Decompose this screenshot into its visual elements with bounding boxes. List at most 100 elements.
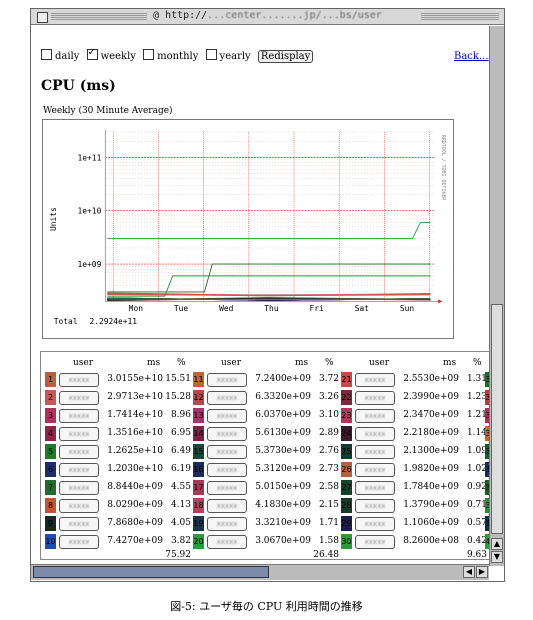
rank-swatch: 22: [341, 390, 352, 405]
user-button[interactable]: xxxxx: [59, 535, 99, 549]
user-button[interactable]: xxxxx: [355, 373, 395, 387]
user-button[interactable]: xxxxx: [207, 481, 247, 495]
rank-swatch: 24: [341, 426, 352, 441]
user-button[interactable]: xxxxx: [355, 517, 395, 531]
rank-swatch: 2: [45, 390, 56, 405]
rank-swatch: 7: [45, 480, 56, 495]
series-line: [107, 298, 431, 301]
user-button[interactable]: xxxxx: [59, 499, 99, 513]
user-button[interactable]: xxxxx: [207, 535, 247, 549]
header-ms: ms: [443, 358, 457, 368]
redacted-username: xxxxx: [364, 376, 386, 384]
horizontal-scrollbar[interactable]: ◀ ▶: [31, 564, 489, 580]
user-button[interactable]: xxxxx: [207, 499, 247, 513]
back-link[interactable]: Back...: [454, 51, 489, 62]
vertical-scrollbar[interactable]: ▲ ▼: [489, 26, 504, 566]
user-button[interactable]: xxxxx: [355, 427, 395, 441]
user-button[interactable]: xxxxx: [355, 535, 395, 549]
pct-value: 2.73: [318, 464, 339, 474]
scroll-up-arrow[interactable]: ▲: [491, 538, 503, 550]
rank-swatch: 10: [45, 534, 56, 549]
redacted-username: xxxxx: [216, 376, 238, 384]
user-button[interactable]: xxxxx: [207, 409, 247, 423]
ms-value: 1.7414e+10: [107, 410, 163, 420]
ms-value: 2.1300e+09: [403, 446, 459, 456]
pct-value: 3.10: [318, 410, 339, 420]
rank-swatch: 4: [45, 426, 56, 441]
user-column: user ms% 21 xxxxx 2.5530e+09 1.31 22 xxxxx 2.399…: [339, 354, 489, 560]
rank-swatch: 21: [341, 372, 352, 387]
table-row: 17 xxxxx 5.0150e+09 2.58: [191, 478, 351, 497]
y-tick-label: 1e+11: [78, 153, 102, 162]
rank-swatch: 18: [193, 498, 204, 513]
close-box[interactable]: [37, 12, 48, 23]
table-row: 4 xxxxx 1.3516e+10 6.95: [43, 424, 203, 443]
scroll-left-arrow[interactable]: ◀: [463, 566, 475, 578]
x-axis-arrow: [438, 299, 443, 304]
monthly-checkbox[interactable]: [143, 49, 155, 60]
table-row: 26 xxxxx 1.9820e+09 1.02: [339, 460, 489, 479]
pct-value: 4.55: [170, 482, 191, 492]
table-row: 13 xxxxx 6.0370e+09 3.10: [191, 406, 351, 425]
header-pct: %: [473, 358, 482, 368]
user-button[interactable]: xxxxx: [59, 517, 99, 531]
ms-value: 1.7840e+09: [403, 482, 459, 492]
user-button[interactable]: xxxxx: [355, 481, 395, 495]
rank-swatch: 9: [45, 516, 56, 531]
daily-checkbox[interactable]: [41, 49, 52, 60]
pct-value: 8.96: [170, 410, 191, 420]
pct-value: 15.51: [165, 374, 191, 384]
vertical-scroll-thumb[interactable]: [491, 304, 503, 534]
ms-value: 2.2180e+09: [403, 428, 459, 438]
title-bar[interactable]: @ http://...center.......jp/...bs/user: [31, 9, 504, 25]
user-button[interactable]: xxxxx: [355, 499, 395, 513]
user-button[interactable]: xxxxx: [207, 373, 247, 387]
scroll-right-arrow[interactable]: ▶: [476, 566, 488, 578]
user-button[interactable]: xxxxx: [355, 463, 395, 477]
plot-axes: 1e+11 1e+10 1e+09 Mon Tue Wed Thu Fri Sat Sun: [78, 129, 443, 313]
horizontal-scroll-thumb[interactable]: [33, 566, 269, 578]
column-total: 9.63: [466, 550, 487, 560]
pct-value: 0.57: [466, 518, 487, 528]
user-button[interactable]: xxxxx: [59, 409, 99, 423]
pct-value: 1.71: [318, 518, 339, 528]
rank-swatch: 23: [341, 408, 352, 423]
user-button[interactable]: xxxxx: [59, 373, 99, 387]
rank-swatch: 11: [193, 372, 204, 387]
user-button[interactable]: xxxxx: [59, 391, 99, 405]
header-ms: ms: [295, 358, 309, 368]
ms-value: 1.3516e+10: [107, 428, 163, 438]
ms-value: 8.0290e+09: [107, 500, 163, 510]
scroll-down-arrow[interactable]: ▼: [491, 551, 503, 563]
user-button[interactable]: xxxxx: [355, 445, 395, 459]
y-tick-label: 1e+09: [78, 260, 102, 269]
user-button[interactable]: xxxxx: [355, 409, 395, 423]
user-button[interactable]: xxxxx: [59, 445, 99, 459]
table-row: 30 xxxxx 8.2600e+08 0.42: [339, 532, 489, 551]
ms-value: 3.0670e+09: [255, 536, 311, 546]
header-user: user: [221, 358, 242, 368]
user-button[interactable]: xxxxx: [207, 445, 247, 459]
table-row: 7 xxxxx 8.8440e+09 4.55: [43, 478, 203, 497]
user-button[interactable]: xxxxx: [207, 463, 247, 477]
ms-value: 7.4270e+09: [107, 536, 163, 546]
redacted-username: xxxxx: [216, 466, 238, 474]
user-button[interactable]: xxxxx: [207, 517, 247, 531]
yearly-checkbox[interactable]: [205, 49, 217, 60]
ms-value: 8.2600e+08: [403, 536, 459, 546]
user-button[interactable]: xxxxx: [207, 427, 247, 441]
rank-swatch: 20: [193, 534, 204, 549]
user-button[interactable]: xxxxx: [207, 391, 247, 405]
user-button[interactable]: xxxxx: [59, 463, 99, 477]
user-button[interactable]: xxxxx: [59, 481, 99, 495]
user-button[interactable]: xxxxx: [59, 427, 99, 441]
user-button[interactable]: xxxxx: [355, 391, 395, 405]
rank-swatch: 17: [193, 480, 204, 495]
series-line: [107, 222, 431, 240]
total-label: Total: [54, 317, 78, 326]
rank-swatch: 31: [485, 372, 489, 387]
redisplay-button[interactable]: Redisplay: [257, 50, 314, 63]
pct-value: 2.15: [318, 500, 339, 510]
table-row: 23 xxxxx 2.3470e+09 1.21: [339, 406, 489, 425]
weekly-checkbox[interactable]: [86, 47, 98, 60]
